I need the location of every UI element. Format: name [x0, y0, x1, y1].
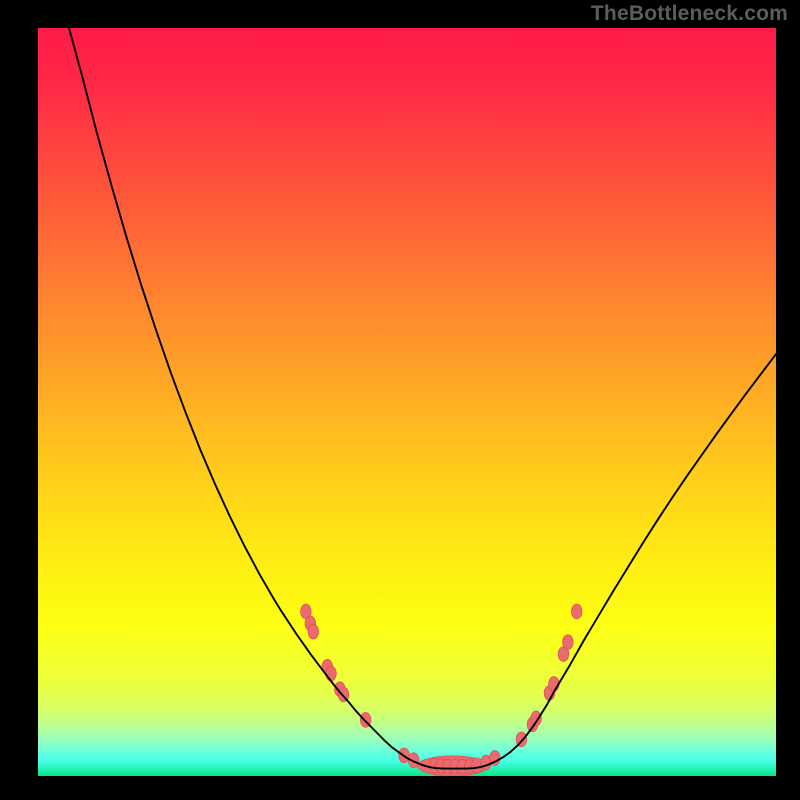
data-marker — [563, 635, 574, 650]
data-marker — [308, 624, 319, 639]
plot-area — [38, 28, 776, 776]
gradient-background — [38, 28, 776, 776]
data-marker — [326, 666, 337, 681]
plot-svg — [38, 28, 776, 776]
data-marker — [531, 711, 542, 726]
bottleneck-chart: TheBottleneck.com — [0, 0, 800, 800]
data-marker — [571, 604, 582, 619]
watermark-label: TheBottleneck.com — [591, 2, 788, 26]
